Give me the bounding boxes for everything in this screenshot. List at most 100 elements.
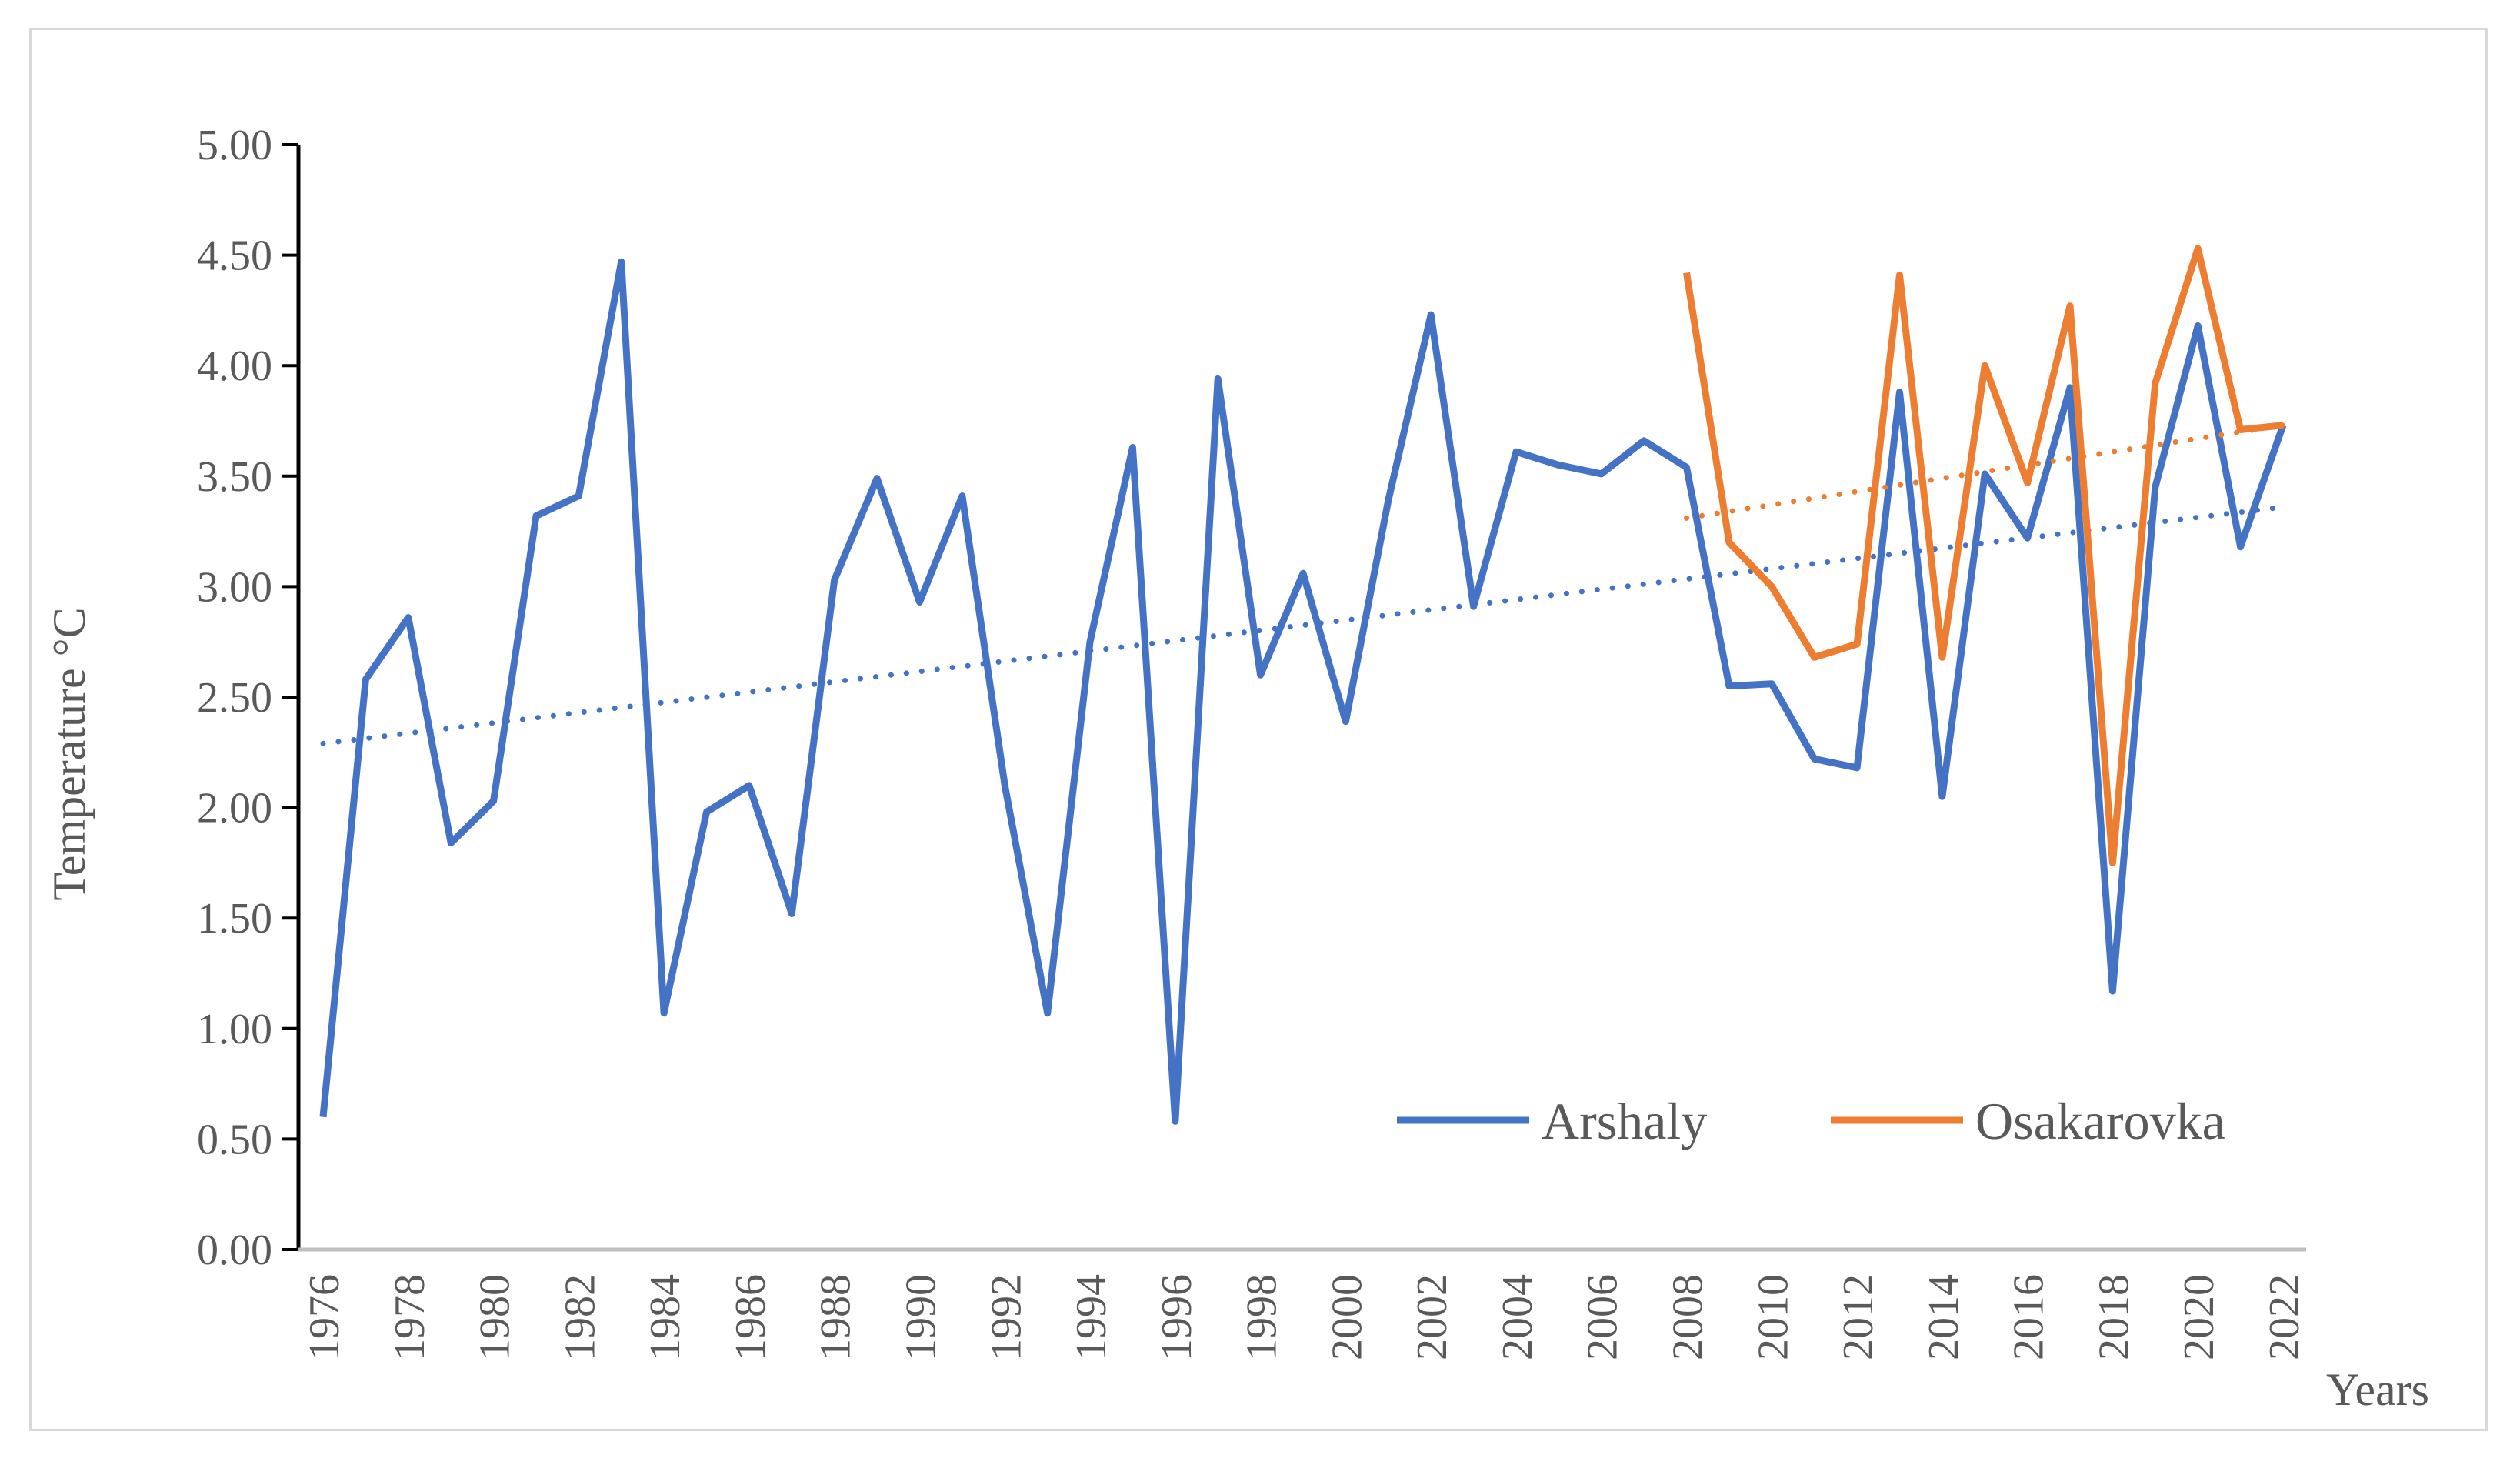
- x-tick-label: 1984: [642, 1274, 689, 1360]
- y-tick-label: 4.50: [197, 232, 272, 280]
- data-point-arshaly: [1856, 767, 1858, 769]
- data-point-arshaly: [1686, 466, 1688, 468]
- y-axis-title: Temperature °C: [44, 607, 95, 900]
- data-point-arshaly: [1260, 674, 1262, 676]
- x-tick-label: 2014: [1920, 1274, 1968, 1360]
- data-point-arshaly: [2112, 990, 2113, 992]
- data-point-arshaly: [493, 800, 495, 802]
- data-point-arshaly: [2069, 387, 2071, 389]
- data-point-osakarovka: [1856, 643, 1858, 645]
- data-point-arshaly: [621, 261, 622, 262]
- data-point-arshaly: [1728, 686, 1730, 687]
- data-point-osakarovka: [2282, 425, 2284, 426]
- data-point-arshaly: [322, 1116, 324, 1118]
- x-axis-ticks: 1976 1978 1980 1982 1984 1986 1988 1990 1992 1994…: [301, 1274, 2308, 1360]
- y-tick-label: 5.00: [197, 122, 272, 169]
- y-tick-label: 1.50: [197, 895, 272, 943]
- x-tick-label: 2002: [1408, 1274, 1456, 1360]
- x-tick-label: 1994: [1068, 1274, 1115, 1360]
- data-point-osakarovka: [2197, 248, 2198, 249]
- y-tick-label: 1.00: [197, 1006, 272, 1053]
- data-point-osakarovka: [1686, 272, 1688, 274]
- data-point-arshaly: [450, 843, 452, 844]
- y-tick-label: 4.00: [197, 342, 272, 390]
- data-point-arshaly: [1643, 440, 1645, 442]
- data-point-arshaly: [2155, 486, 2156, 488]
- x-tick-label: 2012: [1835, 1274, 1882, 1360]
- y-tick-label: 2.00: [197, 785, 272, 833]
- data-point-arshaly: [1558, 464, 1559, 466]
- data-point-arshaly: [962, 496, 963, 497]
- x-tick-label: 2008: [1665, 1274, 1712, 1360]
- y-tick-label: 0.50: [197, 1116, 272, 1163]
- x-tick-label: 2000: [1323, 1274, 1371, 1360]
- x-tick-label: 1988: [812, 1274, 860, 1360]
- y-tick-label: 2.50: [197, 674, 272, 722]
- data-point-arshaly: [1814, 758, 1815, 759]
- x-tick-label: 1978: [386, 1274, 434, 1360]
- x-tick-label: 1992: [982, 1274, 1030, 1360]
- y-tick-label: 0.00: [197, 1226, 272, 1274]
- data-point-arshaly: [876, 478, 878, 479]
- x-tick-label: 2004: [1494, 1274, 1542, 1360]
- data-point-arshaly: [365, 679, 366, 680]
- series-layer: [319, 245, 2287, 1125]
- data-point-osakarovka: [2155, 382, 2156, 384]
- data-point-arshaly: [1942, 796, 1943, 797]
- data-point-arshaly: [1175, 1120, 1176, 1122]
- data-point-arshaly: [1132, 446, 1133, 448]
- y-tick-label: 3.00: [197, 563, 272, 611]
- data-point-arshaly: [1771, 683, 1772, 685]
- data-point-arshaly: [1984, 473, 1985, 475]
- x-tick-label: 2022: [2261, 1274, 2308, 1360]
- data-point-osakarovka: [2240, 429, 2242, 430]
- data-point-arshaly: [918, 602, 920, 603]
- data-point-arshaly: [748, 785, 750, 786]
- data-point-osakarovka: [2027, 482, 2028, 483]
- x-tick-label: 2010: [1749, 1274, 1797, 1360]
- data-point-osakarovka: [1942, 656, 1943, 658]
- data-point-arshaly: [2027, 537, 2028, 539]
- series-line-arshaly: [319, 258, 2287, 1125]
- trendline-arshaly: [320, 504, 2286, 746]
- x-tick-label: 1996: [1153, 1274, 1201, 1360]
- data-point-arshaly: [2197, 325, 2198, 327]
- legend-label-osakarovka: Osakarovka: [1975, 1092, 2225, 1150]
- x-tick-label: 1982: [556, 1274, 604, 1360]
- data-point-arshaly: [706, 811, 708, 813]
- data-point-arshaly: [1004, 785, 1005, 786]
- x-tick-label: 2016: [2005, 1274, 2053, 1360]
- data-point-arshaly: [408, 617, 409, 619]
- data-point-osakarovka: [1814, 656, 1815, 658]
- data-point-arshaly: [663, 1013, 665, 1014]
- data-point-arshaly: [1473, 606, 1475, 607]
- data-point-arshaly: [1302, 572, 1304, 574]
- data-point-arshaly: [1388, 499, 1389, 501]
- x-tick-label: 1986: [727, 1274, 775, 1360]
- data-point-arshaly: [1601, 473, 1602, 475]
- data-point-arshaly: [578, 496, 579, 497]
- y-tick-label: 3.50: [197, 453, 272, 501]
- data-point-osakarovka: [1984, 365, 1985, 366]
- data-point-osakarovka: [1771, 586, 1772, 587]
- data-point-arshaly: [2240, 546, 2242, 548]
- x-tick-label: 1976: [301, 1274, 348, 1360]
- data-point-arshaly: [535, 515, 537, 516]
- data-point-arshaly: [791, 913, 792, 914]
- x-tick-label: 1990: [897, 1274, 945, 1360]
- x-tick-label: 1998: [1238, 1274, 1286, 1360]
- y-axis-ticks: 0.00 0.50 1.00 1.50 2.00 2.50 3.00 3.50 4.00 4.50…: [197, 122, 298, 1274]
- chart-area: [29, 28, 2488, 1431]
- x-tick-label: 2020: [2175, 1274, 2223, 1360]
- x-axis-title: Years: [2326, 1364, 2429, 1415]
- data-point-arshaly: [1047, 1013, 1048, 1014]
- data-point-osakarovka: [1898, 274, 1900, 275]
- series-line-osakarovka: [1683, 245, 2284, 866]
- data-point-arshaly: [1430, 314, 1432, 315]
- x-tick-label: 2006: [1579, 1274, 1627, 1360]
- data-point-arshaly: [834, 579, 835, 581]
- x-tick-label: 1980: [472, 1274, 519, 1360]
- data-point-arshaly: [1898, 392, 1900, 393]
- data-point-osakarovka: [1728, 542, 1730, 543]
- data-point-arshaly: [1089, 641, 1091, 642]
